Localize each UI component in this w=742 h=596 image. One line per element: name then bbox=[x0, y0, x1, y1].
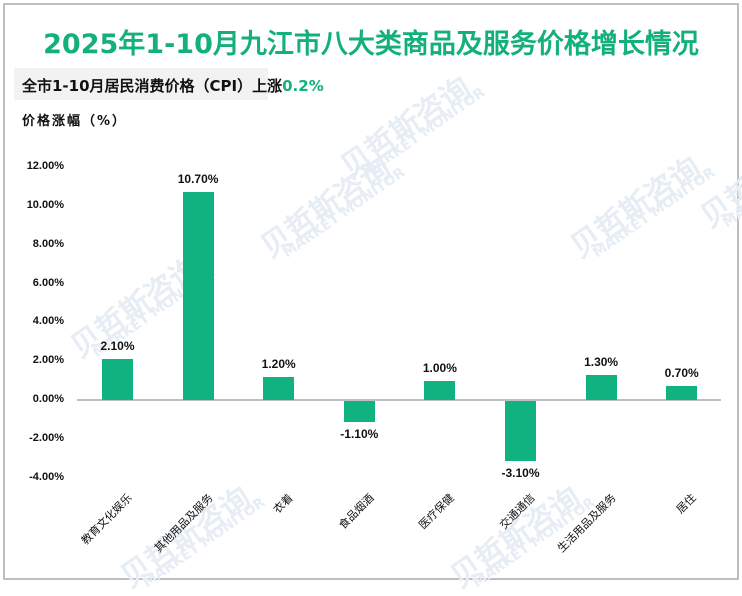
cpi-subtitle: 全市1-10月居民消费价格（CPI）上涨0.2% bbox=[22, 75, 324, 96]
y-axis-title: 价格涨幅（%） bbox=[22, 114, 128, 129]
bar bbox=[505, 401, 536, 462]
data-label: 1.20% bbox=[261, 356, 296, 371]
y-tick-label: -4.00% bbox=[29, 470, 64, 483]
cpi-subtitle-prefix: 全市1-10月居民消费价格（CPI）上涨 bbox=[22, 77, 283, 95]
y-tick-label: 4.00% bbox=[32, 315, 64, 328]
bar bbox=[182, 192, 214, 400]
chart-title: 2025年1-10月九江市八大类商品及服务价格增长情况 bbox=[43, 29, 699, 60]
y-tick-label: 8.00% bbox=[32, 237, 64, 250]
subtitle-box bbox=[14, 68, 268, 100]
data-label: 2.10% bbox=[100, 339, 135, 354]
y-tick-label: 0.00% bbox=[32, 393, 64, 405]
data-label: 1.00% bbox=[422, 360, 457, 375]
data-label: -1.10% bbox=[340, 427, 379, 442]
data-label: -3.10% bbox=[501, 466, 540, 481]
y-tick-label: 6.00% bbox=[32, 276, 64, 289]
data-label: 0.70% bbox=[664, 366, 699, 381]
x-axis-zero-line bbox=[77, 399, 721, 401]
bar bbox=[102, 359, 133, 400]
cpi-value: 0.2% bbox=[282, 77, 324, 95]
bar bbox=[343, 401, 375, 423]
data-label: 1.30% bbox=[584, 354, 619, 369]
bar bbox=[666, 386, 698, 400]
bar bbox=[263, 376, 295, 400]
y-tick-label: 2.00% bbox=[32, 354, 64, 367]
bar bbox=[424, 380, 456, 400]
y-tick-label: 10.00% bbox=[26, 199, 64, 211]
y-tick-label: -2.00% bbox=[29, 431, 64, 444]
bar bbox=[585, 374, 617, 400]
data-label: 10.70% bbox=[177, 172, 219, 187]
y-tick-label: 12.00% bbox=[26, 160, 64, 173]
